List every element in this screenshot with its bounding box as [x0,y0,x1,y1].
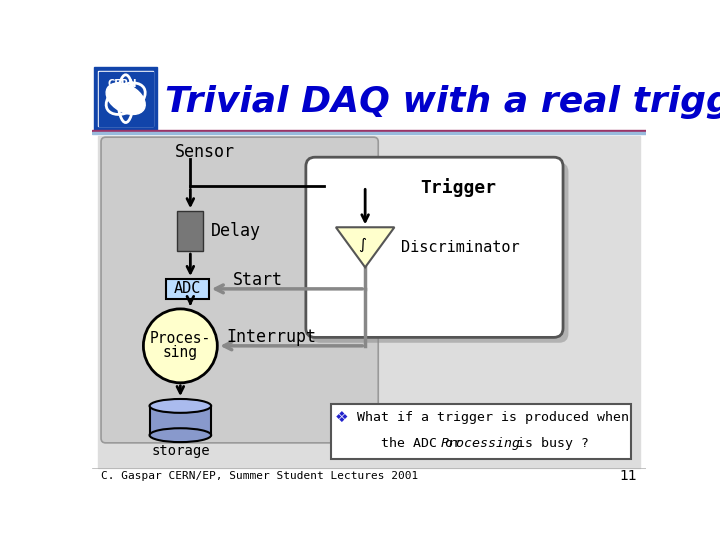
Bar [98,136,640,468]
Bar [94,67,157,130]
FancyBboxPatch shape [306,157,563,338]
Text: storage: storage [151,444,210,457]
Circle shape [143,309,217,383]
Text: Interrupt: Interrupt [227,328,317,346]
Bar [150,406,211,435]
Ellipse shape [150,399,211,413]
Text: sing: sing [163,345,198,360]
Bar [330,403,631,459]
Text: ❖: ❖ [335,410,348,425]
Text: the ADC or: the ADC or [349,437,469,450]
Ellipse shape [150,428,211,442]
FancyBboxPatch shape [311,163,568,343]
Text: 11: 11 [619,469,637,483]
Text: Discriminator: Discriminator [400,240,519,255]
Bar [99,72,153,126]
Text: CERN: CERN [107,79,137,89]
Text: Trigger: Trigger [420,179,496,198]
Bar [177,211,204,251]
Text: C. Gaspar CERN/EP, Summer Student Lectures 2001: C. Gaspar CERN/EP, Summer Student Lectur… [101,471,418,481]
Text: Processing: Processing [441,437,521,450]
Bar [92,130,647,132]
Text: What if a trigger is produced when: What if a trigger is produced when [349,411,629,424]
Text: ∫: ∫ [358,237,366,252]
Text: is busy ?: is busy ? [509,437,589,450]
Bar [92,65,647,132]
Bar [92,132,647,134]
Text: ADC: ADC [174,281,201,296]
Text: Delay: Delay [211,222,261,240]
FancyBboxPatch shape [101,137,378,443]
Text: Trivial DAQ with a real trigger: Trivial DAQ with a real trigger [165,85,720,119]
Bar [98,71,153,126]
Text: Start: Start [233,271,283,288]
Text: Proces-: Proces- [150,332,211,347]
Polygon shape [336,227,395,267]
Bar [166,279,209,299]
Ellipse shape [106,83,145,114]
Text: Sensor: Sensor [175,143,235,161]
